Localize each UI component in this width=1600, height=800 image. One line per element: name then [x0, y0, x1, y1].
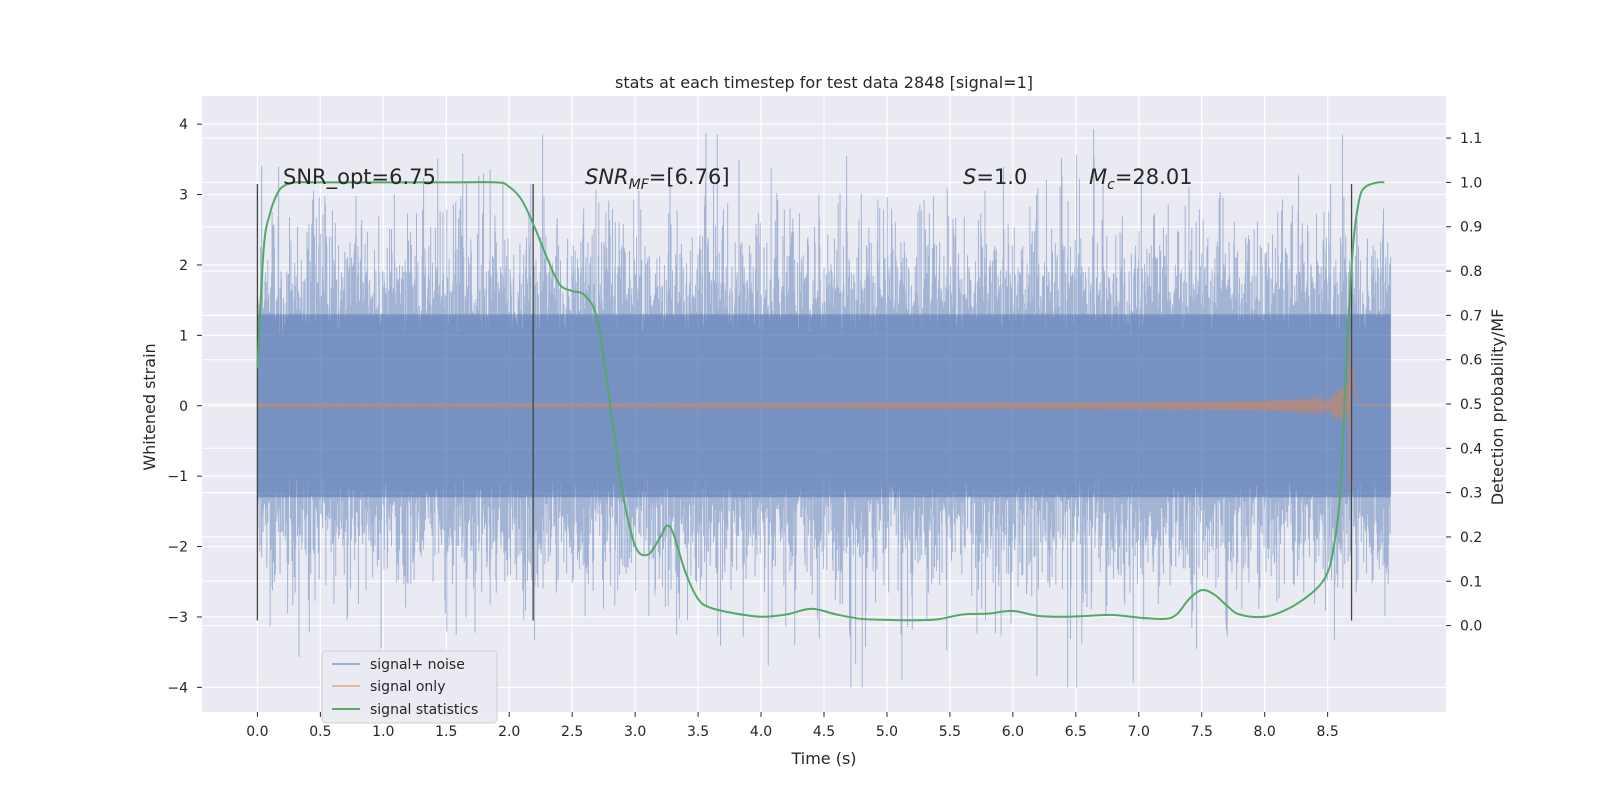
y-right-tick-label: 1.1 — [1460, 131, 1482, 147]
x-tick-label: 1.5 — [435, 724, 457, 740]
chart-title: stats at each timestep for test data 284… — [615, 73, 1033, 92]
x-tick-label: 8.5 — [1317, 724, 1339, 740]
y-right-tick-label: 0.4 — [1460, 441, 1482, 457]
series-signal-statistics — [256, 181, 1385, 622]
annotations: SNR_opt=6.75 SNRMF=[6.76] S=1.0 Mc=28.01 — [283, 165, 1193, 193]
legend-box — [321, 650, 498, 724]
x-tick-label: 5.5 — [939, 724, 961, 740]
x-tick-label: 2.0 — [498, 724, 520, 740]
annotation-snr-mf: SNRMF=[6.76] — [585, 165, 730, 193]
y-right-tick-label: 0.7 — [1460, 308, 1482, 324]
y-right-tick-label: 0.3 — [1460, 486, 1482, 502]
x-tick-label: 7.5 — [1191, 724, 1213, 740]
x-tick-label: 5.0 — [876, 724, 898, 740]
x-tick-label: 4.5 — [813, 724, 835, 740]
y-axis-label: Whitened strain — [140, 343, 159, 470]
series-signal-only — [256, 332, 1391, 489]
legend-label-signal-statistics: signal statistics — [370, 702, 478, 718]
y-right-tick-label: 0.6 — [1460, 353, 1482, 369]
x-tick-label: 1.0 — [372, 724, 394, 740]
y-tick-label: −2 — [167, 540, 188, 556]
y-tick-label: −1 — [167, 469, 188, 485]
legend: signal+ noise signal only signal statist… — [321, 650, 498, 724]
y-tick-label: 2 — [179, 258, 188, 274]
y-tick-label: −3 — [167, 610, 188, 626]
statistics-line — [256, 181, 1385, 622]
x-tick-label: 3.0 — [624, 724, 646, 740]
x-tick-label: 8.0 — [1254, 724, 1276, 740]
legend-label-signal-only: signal only — [370, 679, 445, 695]
legend-label-signal-noise: signal+ noise — [370, 657, 465, 673]
y-right-tick-label: 0.9 — [1460, 220, 1482, 236]
y-tick-label: 3 — [179, 188, 188, 204]
x-tick-label: 0.5 — [309, 724, 331, 740]
y-right-tick-label: 0.5 — [1460, 397, 1482, 413]
y-right-tick-label: 0.1 — [1460, 574, 1482, 590]
annotation-snr-opt: SNR_opt=6.75 — [283, 165, 436, 190]
y-tick-label: 0 — [179, 399, 188, 415]
x-tick-label: 2.5 — [561, 724, 583, 740]
y-tick-label: −4 — [167, 680, 188, 696]
y-right-tick-label: 0.0 — [1460, 619, 1482, 635]
y-axis-label-right: Detection probability/MF — [1488, 309, 1507, 506]
y-right-tick-label: 0.8 — [1460, 264, 1482, 280]
y-tick-label: 4 — [179, 117, 188, 133]
chirp-trace — [256, 332, 1391, 489]
x-tick-label: 4.0 — [750, 724, 772, 740]
y-right-tick-label: 0.2 — [1460, 530, 1482, 546]
y-tick-label: 1 — [179, 328, 188, 344]
x-ticks: 0.0 0.5 1.0 1.5 2.0 2.5 3.0 3.5 4.0 4.5 5.0 5.5 6.0 6… — [246, 712, 1339, 740]
y-ticks-right: 1.1 1.0 0.9 0.8 0.7 0.6 0.5 0.4 0.3 0.2 0.1 0.0 — [1446, 131, 1482, 635]
x-tick-label: 6.0 — [1002, 724, 1024, 740]
y-ticks: 4 3 2 1 0 −1 −2 −3 −4 — [167, 117, 202, 696]
y-right-tick-label: 1.0 — [1460, 175, 1482, 191]
x-tick-label: 6.5 — [1065, 724, 1087, 740]
annotation-mc: Mc=28.01 — [1089, 165, 1193, 193]
x-tick-label: 0.0 — [246, 724, 268, 740]
x-tick-label: 3.5 — [687, 724, 709, 740]
x-tick-label: 7.0 — [1128, 724, 1150, 740]
annotation-s: S=1.0 — [963, 165, 1027, 189]
x-axis-label: Time (s) — [790, 749, 856, 768]
